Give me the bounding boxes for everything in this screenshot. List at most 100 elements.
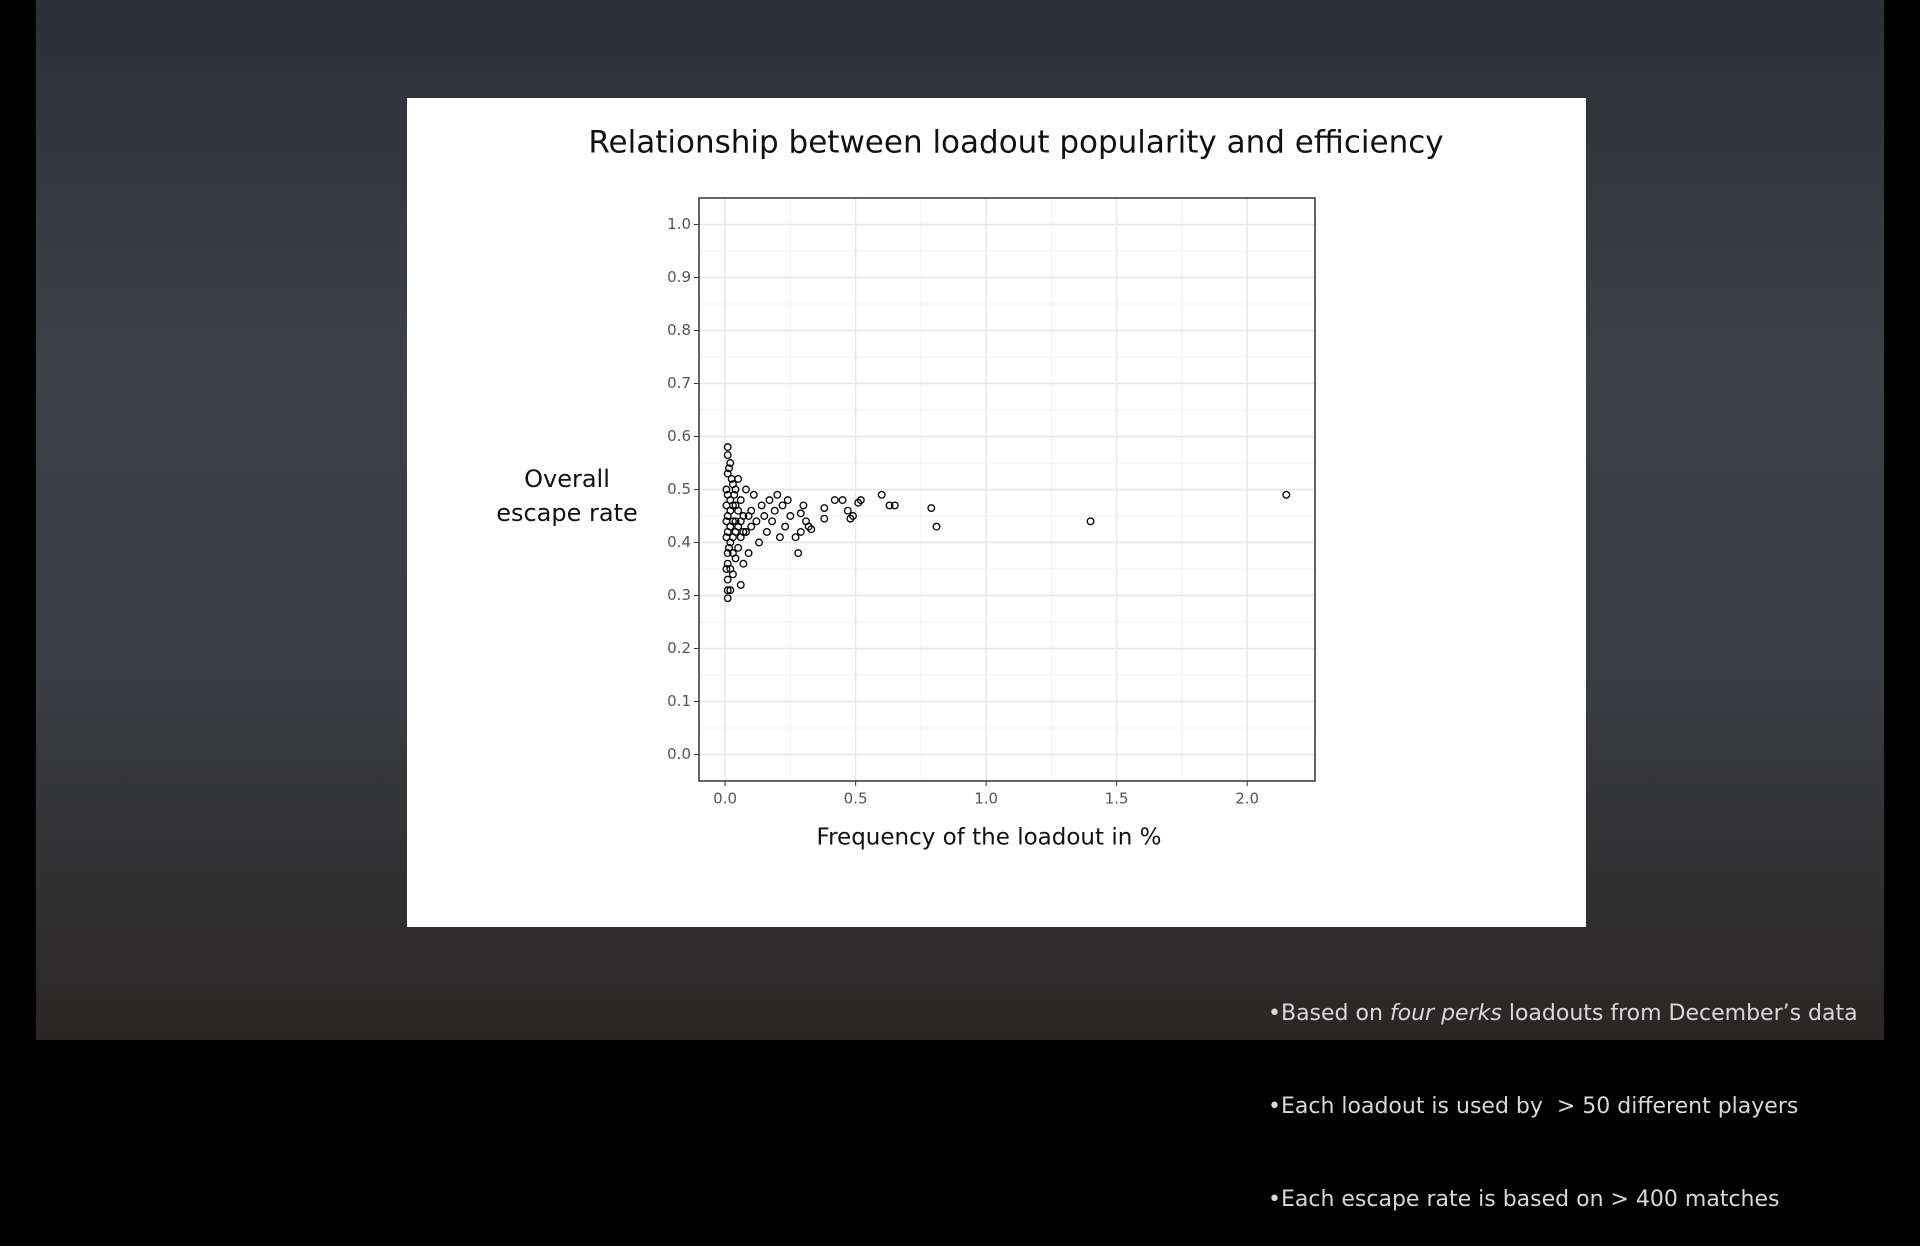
point	[725, 543, 733, 552]
y-tick-label: 1.0	[667, 215, 691, 233]
point	[755, 538, 763, 547]
point	[768, 517, 777, 526]
point	[838, 496, 847, 505]
point	[783, 496, 792, 505]
point	[728, 549, 737, 558]
point	[760, 512, 769, 520]
y-tick-label: 0.4	[667, 533, 691, 551]
point	[773, 490, 782, 499]
point	[725, 464, 733, 473]
point	[731, 485, 740, 494]
point	[734, 543, 743, 552]
point	[796, 527, 805, 536]
point	[775, 533, 784, 542]
point	[765, 496, 774, 505]
x-tick-label: 0.0	[713, 790, 737, 808]
point	[742, 527, 750, 536]
note-emphasis: four perks	[1389, 1001, 1502, 1026]
chart-title: Relationship between loadout popularity …	[588, 125, 1443, 161]
point	[726, 459, 735, 467]
point	[786, 512, 795, 520]
point	[830, 496, 839, 505]
point	[739, 527, 748, 536]
point	[794, 549, 803, 558]
point	[791, 533, 800, 542]
point	[1282, 490, 1291, 499]
note-text: •Each loadout is used by > 50 different …	[1268, 1094, 1799, 1119]
y-tick-label: 0.9	[667, 268, 691, 286]
point	[927, 504, 936, 512]
point	[722, 565, 731, 573]
x-tick-label: 1.5	[1105, 790, 1129, 808]
point	[726, 586, 735, 595]
page: Relationship between loadout popularity …	[36, 0, 1884, 1212]
point	[723, 443, 732, 452]
point	[736, 580, 745, 589]
point	[802, 517, 810, 526]
point	[723, 575, 732, 584]
y-axis-label: Overall escape rate	[496, 465, 638, 527]
point	[730, 490, 739, 499]
point	[1086, 517, 1095, 526]
x-axis-label: Frequency of the loadout in %	[817, 825, 1162, 851]
point	[854, 498, 863, 507]
x-tick-label: 0.5	[844, 790, 868, 808]
note-text: loadouts from December’s data	[1501, 1001, 1858, 1026]
point	[820, 504, 829, 512]
point	[726, 522, 735, 531]
point	[752, 517, 761, 526]
point	[747, 522, 756, 531]
y-tick-label: 0.0	[667, 745, 691, 763]
point	[723, 549, 732, 558]
point	[723, 594, 732, 603]
x-tick-label: 2.0	[1235, 790, 1259, 808]
point	[734, 474, 743, 483]
point	[749, 490, 758, 499]
y-tick-label: 0.6	[667, 427, 691, 445]
y-tick-label: 0.5	[667, 480, 691, 498]
point	[932, 522, 941, 531]
point	[799, 501, 808, 510]
note: •Based on four perks loadouts from Decem…	[1268, 998, 1858, 1029]
y-tick-label: 0.2	[667, 639, 691, 657]
point	[736, 496, 745, 505]
point	[820, 514, 829, 523]
note-text: •Based on	[1268, 1001, 1390, 1026]
plot-border	[698, 197, 1316, 782]
point	[890, 501, 899, 510]
point	[723, 451, 732, 459]
note: •Each loadout is used by > 50 different …	[1268, 1091, 1858, 1122]
x-tick-label: 1.0	[974, 790, 998, 808]
point	[744, 512, 753, 520]
y-tick-label: 0.3	[667, 586, 691, 604]
point	[885, 501, 894, 510]
y-tick-label: 0.7	[667, 374, 691, 392]
note-text: •Each escape rate is based on > 400 matc…	[1268, 1187, 1780, 1212]
notes: •Based on four perks loadouts from Decem…	[1268, 936, 1858, 1246]
point	[781, 522, 790, 531]
point	[739, 559, 748, 568]
point	[796, 509, 805, 518]
note: •Each escape rate is based on > 400 matc…	[1268, 1184, 1858, 1215]
point	[723, 469, 732, 478]
point	[723, 586, 732, 595]
point	[727, 474, 736, 483]
point	[846, 514, 855, 523]
point	[734, 506, 743, 515]
point	[722, 485, 731, 494]
chart: Relationship between loadout popularity …	[588, 125, 1443, 851]
y-tick-label: 0.1	[667, 692, 691, 710]
point	[843, 506, 852, 515]
point	[722, 517, 731, 526]
point	[770, 506, 779, 515]
point	[728, 501, 737, 510]
slide-panel	[407, 98, 1586, 927]
point	[726, 565, 735, 573]
point	[762, 527, 771, 536]
point	[742, 485, 750, 494]
point	[736, 517, 745, 526]
y-tick-label: 0.8	[667, 321, 691, 339]
point	[778, 501, 787, 510]
point	[877, 490, 886, 499]
point	[744, 549, 753, 558]
